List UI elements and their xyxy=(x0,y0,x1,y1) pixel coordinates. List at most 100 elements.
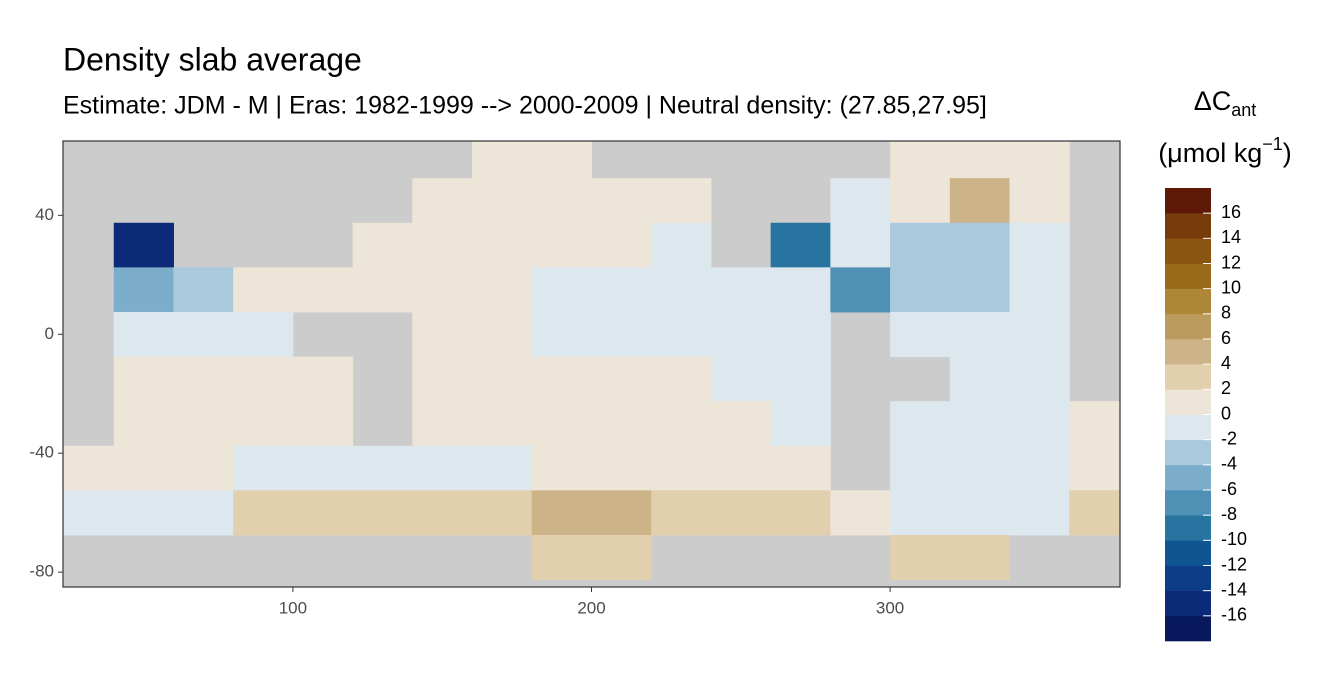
cell xyxy=(233,356,294,402)
cell xyxy=(949,401,1011,447)
plot-area xyxy=(63,141,1120,587)
cell xyxy=(949,141,1011,179)
cell xyxy=(531,534,592,581)
cell xyxy=(472,401,533,447)
cell xyxy=(770,401,831,447)
cell xyxy=(173,445,234,491)
colorbar-tick-label: 6 xyxy=(1221,328,1231,348)
colorbar-bin xyxy=(1165,263,1211,289)
cell xyxy=(1009,311,1070,358)
cell xyxy=(830,267,891,313)
cell xyxy=(1069,490,1120,536)
colorbar-bin xyxy=(1165,213,1211,239)
colorbar-bin xyxy=(1165,615,1211,642)
cell xyxy=(591,222,652,268)
cell xyxy=(292,356,354,402)
cell xyxy=(113,490,174,536)
cell xyxy=(531,178,592,224)
cell xyxy=(710,445,772,491)
cell xyxy=(531,356,592,402)
cell xyxy=(591,534,652,581)
cell xyxy=(651,222,712,268)
cell xyxy=(591,490,652,536)
cell xyxy=(591,445,652,491)
cell xyxy=(412,222,473,268)
cell xyxy=(830,222,891,268)
cell xyxy=(1009,356,1070,402)
cell xyxy=(352,445,413,491)
cell xyxy=(710,490,772,536)
colorbar-tick-label: 8 xyxy=(1221,303,1231,323)
cell xyxy=(173,311,234,358)
cell xyxy=(591,178,652,224)
cell xyxy=(412,267,473,313)
cell xyxy=(949,311,1011,358)
cell xyxy=(113,445,174,491)
cell xyxy=(890,445,951,491)
colorbar-tick-label: -16 xyxy=(1221,605,1247,625)
cell xyxy=(63,490,115,536)
cell xyxy=(949,222,1011,268)
cell xyxy=(292,445,354,491)
colorbar-bin xyxy=(1165,238,1211,264)
cell xyxy=(651,178,712,224)
cell xyxy=(651,490,712,536)
cell xyxy=(113,311,174,358)
cell xyxy=(531,401,592,447)
chart-title: Density slab average xyxy=(63,41,362,77)
cell xyxy=(472,141,533,179)
colorbar-bin xyxy=(1165,389,1211,415)
colorbar-tick-label: 12 xyxy=(1221,252,1241,272)
cell xyxy=(531,141,592,179)
cell xyxy=(472,311,533,358)
legend-title-sub: ant xyxy=(1231,100,1256,120)
colorbar-bin xyxy=(1165,414,1211,440)
cell xyxy=(173,490,234,536)
cell xyxy=(412,311,473,358)
cell xyxy=(1009,401,1070,447)
cell xyxy=(949,267,1011,313)
cell xyxy=(591,267,652,313)
cell xyxy=(292,490,354,536)
cell xyxy=(233,311,294,358)
colorbar-tick-label: 10 xyxy=(1221,277,1241,297)
colorbar-tick-label: 14 xyxy=(1221,227,1241,247)
cell xyxy=(591,311,652,358)
cell xyxy=(472,490,533,536)
colorbar-bin xyxy=(1165,515,1211,541)
cell xyxy=(113,401,174,447)
x-tick-label: 200 xyxy=(577,598,605,617)
y-tick-label: 0 xyxy=(45,324,54,343)
cell xyxy=(412,490,473,536)
colorbar-tick-label: -4 xyxy=(1221,454,1237,474)
cell xyxy=(890,534,951,581)
cell xyxy=(1009,267,1070,313)
cell xyxy=(472,356,533,402)
cell xyxy=(233,267,294,313)
colorbar-tick-label: 16 xyxy=(1221,202,1241,222)
cell xyxy=(173,267,234,313)
cell xyxy=(472,267,533,313)
cell xyxy=(412,178,473,224)
legend-unit-sup: −1 xyxy=(1262,134,1283,154)
cell xyxy=(949,534,1011,581)
cell xyxy=(531,311,592,358)
cell xyxy=(651,401,712,447)
cell xyxy=(651,311,712,358)
colorbar-bin xyxy=(1165,540,1211,566)
cell xyxy=(1009,141,1070,179)
colorbar-bin xyxy=(1165,464,1211,491)
cell xyxy=(651,356,712,402)
cell xyxy=(531,222,592,268)
cell xyxy=(770,356,831,402)
cell xyxy=(1009,490,1070,536)
legend-unit: (μmol kg−1) xyxy=(1158,134,1292,168)
cell xyxy=(472,222,533,268)
colorbar-tick-label: -14 xyxy=(1221,579,1247,599)
colorbar-tick-label: -8 xyxy=(1221,504,1237,524)
cell xyxy=(1009,222,1070,268)
cell xyxy=(949,490,1011,536)
y-tick-label: -40 xyxy=(29,443,54,462)
chart-subtitle: Estimate: JDM - M | Eras: 1982-1999 --> … xyxy=(63,92,987,120)
